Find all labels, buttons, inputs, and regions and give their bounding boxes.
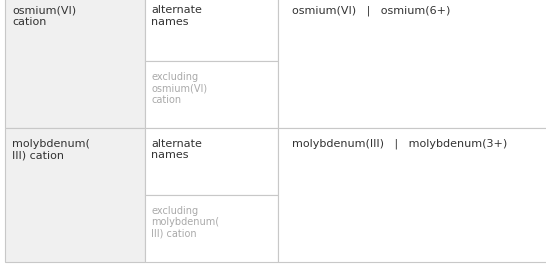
Bar bbox=[278, 128, 546, 262]
Bar bbox=[145, 128, 278, 195]
Text: osmium(VI)   |   osmium(6+): osmium(VI) | osmium(6+) bbox=[292, 5, 450, 16]
Text: alternate
names: alternate names bbox=[151, 5, 202, 27]
Bar bbox=[278, 0, 546, 128]
Bar bbox=[5, 0, 145, 128]
Text: excluding
osmium(VI)
cation: excluding osmium(VI) cation bbox=[151, 72, 207, 105]
Bar bbox=[145, 0, 278, 61]
Text: alternate
names: alternate names bbox=[151, 139, 202, 160]
Text: molybdenum(III)   |   molybdenum(3+): molybdenum(III) | molybdenum(3+) bbox=[292, 139, 507, 149]
Text: excluding
molybdenum(
III) cation: excluding molybdenum( III) cation bbox=[151, 206, 219, 239]
Text: molybdenum(
III) cation: molybdenum( III) cation bbox=[12, 139, 90, 160]
Bar bbox=[145, 195, 278, 262]
Text: osmium(VI)
cation: osmium(VI) cation bbox=[12, 5, 76, 27]
Bar bbox=[145, 61, 278, 128]
Bar bbox=[5, 128, 145, 262]
